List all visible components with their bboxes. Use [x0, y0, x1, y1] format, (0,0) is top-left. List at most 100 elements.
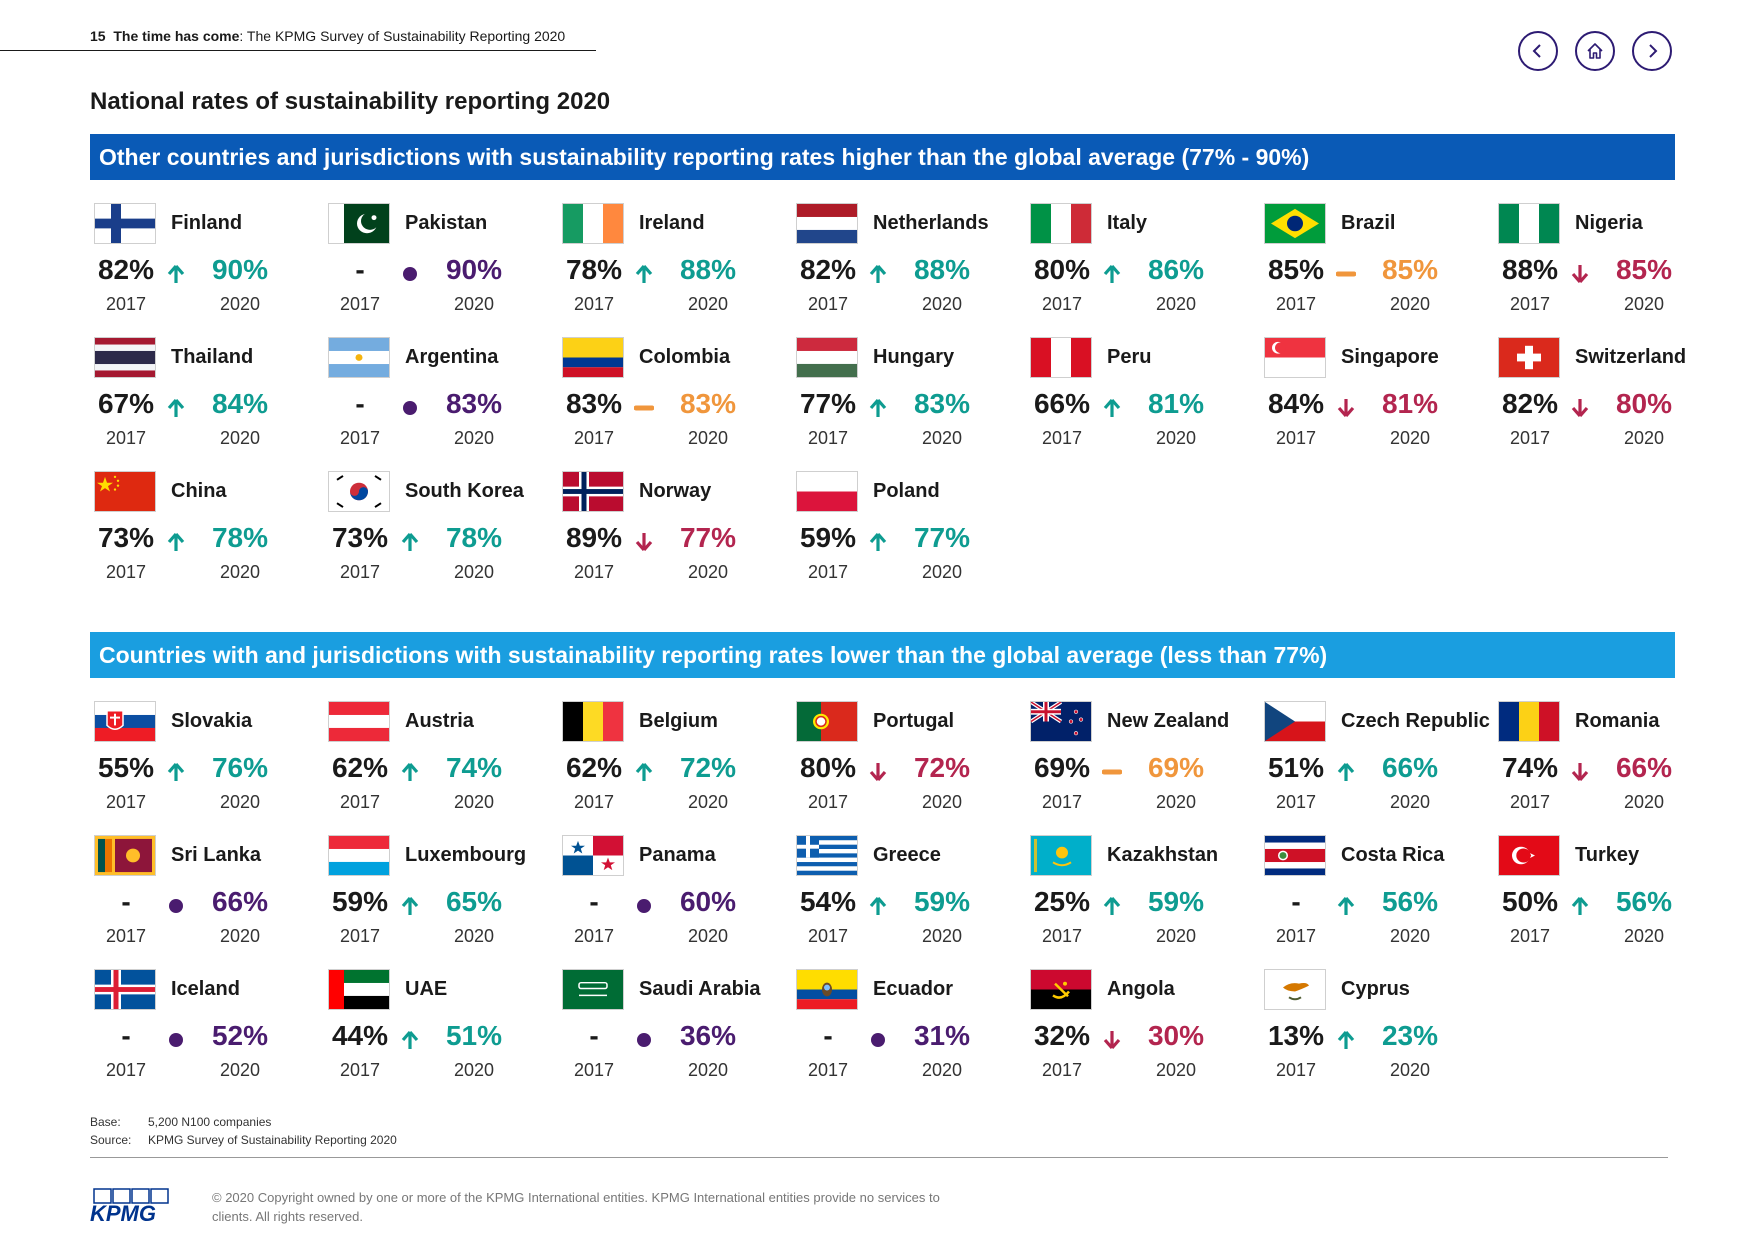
sri-lanka-flag-icon — [94, 835, 156, 876]
country-card: Poland 59% 77% 2017 2020 — [792, 467, 1026, 601]
country-card: Portugal 80% 72% 2017 2020 — [792, 697, 1026, 831]
italy-flag-icon — [1030, 203, 1092, 244]
arrow-down-icon — [869, 763, 887, 782]
arrow-up-icon — [167, 398, 185, 417]
saudi-arabia-flag-icon — [562, 969, 624, 1010]
section-low-heading: Countries with and jurisdictions with su… — [90, 632, 1675, 678]
home-button[interactable] — [1575, 31, 1615, 71]
arrow-up-icon — [167, 532, 185, 551]
rate-2020: 74% — [445, 752, 503, 783]
slovakia-flag-icon — [94, 701, 156, 742]
year-2020-label: 2020 — [453, 294, 495, 314]
rate-2020: 77% — [913, 522, 971, 553]
country-card: Switzerland 82% 80% 2017 2020 — [1494, 333, 1728, 467]
year-2017-label: 2017 — [1509, 428, 1551, 448]
rate-2017: 50% — [1501, 886, 1559, 917]
trend-indicator — [162, 261, 190, 287]
year-2017-label: 2017 — [807, 792, 849, 812]
rate-2017: - — [355, 388, 365, 419]
rate-2017: - — [823, 1020, 833, 1051]
country-card: Nigeria 88% 85% 2017 2020 — [1494, 199, 1728, 333]
turkey-flag-icon — [1498, 835, 1560, 876]
trend-indicator — [1332, 893, 1360, 919]
trend-indicator — [864, 1027, 892, 1053]
angola-flag-icon — [1030, 969, 1092, 1010]
trend-indicator — [1566, 395, 1594, 421]
section-high-grid: Finland 82% 90% 2017 2020 Pakistan - 90% 2017 202… — [90, 199, 1730, 601]
year-2017-label: 2017 — [1275, 926, 1317, 946]
trend-indicator — [162, 529, 190, 555]
year-2017-label: 2017 — [573, 428, 615, 448]
rate-2017: - — [121, 886, 131, 917]
trend-indicator — [630, 261, 658, 287]
arrow-up-icon — [1571, 896, 1589, 915]
year-2020-label: 2020 — [1389, 926, 1431, 946]
country-card: Luxembourg 59% 65% 2017 2020 — [324, 831, 558, 965]
year-2020-label: 2020 — [219, 926, 261, 946]
year-2020-label: 2020 — [453, 792, 495, 812]
year-2017-label: 2017 — [1275, 428, 1317, 448]
country-name: New Zealand — [1107, 710, 1230, 732]
trend-indicator — [1332, 395, 1360, 421]
country-name: Panama — [639, 844, 716, 866]
year-2020-label: 2020 — [687, 926, 729, 946]
country-name: Finland — [171, 212, 243, 234]
year-2020-label: 2020 — [687, 294, 729, 314]
rate-2020: 90% — [211, 254, 269, 285]
year-2017-label: 2017 — [807, 428, 849, 448]
country-card: Belgium 62% 72% 2017 2020 — [558, 697, 792, 831]
rate-2020: 88% — [679, 254, 737, 285]
rate-2020: 66% — [211, 886, 269, 917]
country-card: Ecuador - 31% 2017 2020 — [792, 965, 1026, 1099]
prev-page-button[interactable] — [1518, 31, 1558, 71]
rate-2017: 80% — [799, 752, 857, 783]
rate-2020: 86% — [1147, 254, 1205, 285]
rate-2020: 88% — [913, 254, 971, 285]
country-card: UAE 44% 51% 2017 2020 — [324, 965, 558, 1099]
south-korea-flag-icon — [328, 471, 390, 512]
rate-2020: 56% — [1615, 886, 1673, 917]
trend-indicator — [1098, 1027, 1126, 1053]
rate-2020: 30% — [1147, 1020, 1205, 1051]
ireland-flag-icon — [562, 203, 624, 244]
new-entry-dot-icon — [403, 267, 417, 281]
trend-indicator — [162, 893, 190, 919]
austria-flag-icon — [328, 701, 390, 742]
country-name: Poland — [873, 480, 940, 502]
rate-2017: - — [1291, 886, 1301, 917]
trend-indicator — [396, 395, 424, 421]
hungary-flag-icon — [796, 337, 858, 378]
rate-2017: 82% — [1501, 388, 1559, 419]
country-name: Turkey — [1575, 844, 1640, 866]
singapore-flag-icon — [1264, 337, 1326, 378]
year-2020-label: 2020 — [1389, 1060, 1431, 1080]
year-2020-label: 2020 — [1389, 294, 1431, 314]
rate-2017: 59% — [331, 886, 389, 917]
rate-2020: 59% — [913, 886, 971, 917]
next-page-button[interactable] — [1632, 31, 1672, 71]
country-card: Ireland 78% 88% 2017 2020 — [558, 199, 792, 333]
country-name: Pakistan — [405, 212, 488, 234]
year-2020-label: 2020 — [921, 428, 963, 448]
year-2017-label: 2017 — [1041, 926, 1083, 946]
rate-2020: 31% — [913, 1020, 971, 1051]
year-2020-label: 2020 — [921, 562, 963, 582]
year-2017-label: 2017 — [1275, 294, 1317, 314]
country-card: Iceland - 52% 2017 2020 — [90, 965, 324, 1099]
trend-indicator — [396, 261, 424, 287]
trend-indicator — [864, 529, 892, 555]
year-2017-label: 2017 — [1041, 792, 1083, 812]
trend-indicator — [630, 395, 658, 421]
kazakhstan-flag-icon — [1030, 835, 1092, 876]
country-card: Peru 66% 81% 2017 2020 — [1026, 333, 1260, 467]
source-label: Source: — [90, 1133, 132, 1147]
year-2017-label: 2017 — [105, 562, 147, 582]
year-2020-label: 2020 — [687, 562, 729, 582]
report-title-bold: The time has come — [113, 28, 240, 44]
rate-2017: 83% — [565, 388, 623, 419]
year-2017-label: 2017 — [807, 1060, 849, 1080]
trend-indicator — [1566, 261, 1594, 287]
trend-indicator — [1098, 261, 1126, 287]
rate-2020: 81% — [1381, 388, 1439, 419]
kpmg-logo: KPMG — [90, 1188, 169, 1224]
